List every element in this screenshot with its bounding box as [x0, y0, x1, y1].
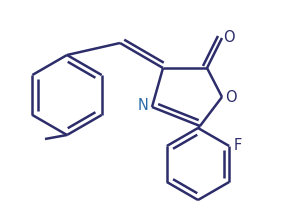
Text: F: F [234, 138, 242, 153]
Text: N: N [138, 99, 148, 114]
Text: O: O [223, 29, 235, 44]
Text: O: O [225, 89, 237, 104]
